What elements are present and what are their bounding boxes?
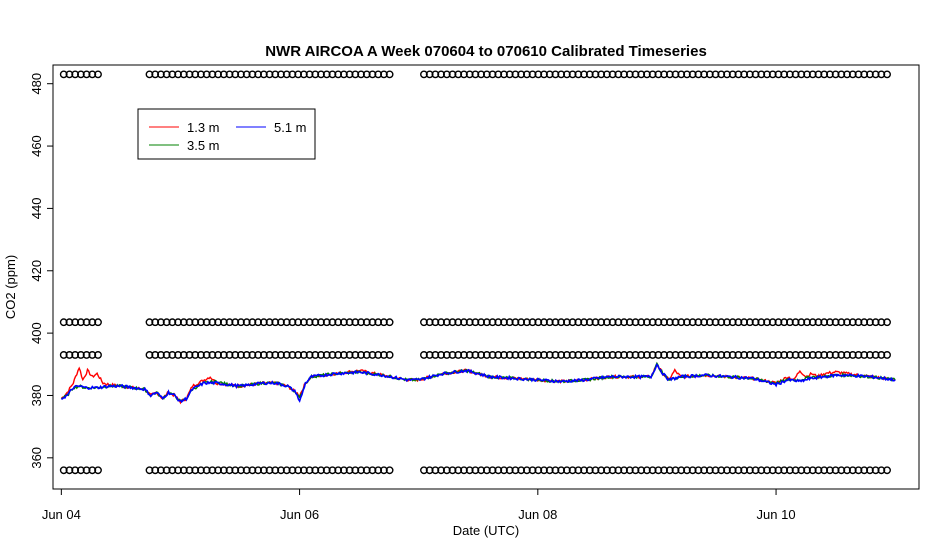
x-tick-label: Jun 08: [518, 507, 557, 522]
x-tick-label: Jun 06: [280, 507, 319, 522]
y-tick-label: 400: [29, 322, 44, 344]
reference-marker: [385, 351, 394, 359]
y-tick-label: 380: [29, 385, 44, 407]
legend-label-1-3m: 1.3 m: [187, 120, 220, 135]
reference-marker: [883, 351, 891, 359]
x-axis-label: Date (UTC): [453, 523, 519, 538]
reference-marker: [883, 466, 891, 475]
series-lines: [60, 361, 896, 405]
y-tick-label: 360: [29, 447, 44, 469]
reference-marker: [883, 318, 891, 327]
y-tick-label: 420: [29, 260, 44, 282]
x-axis: Jun 04 Jun 06 Jun 08 Jun 10: [42, 489, 796, 522]
legend-label-3-5m: 3.5 m: [187, 138, 220, 153]
y-tick-label: 480: [29, 73, 44, 95]
y-tick-label: 460: [29, 135, 44, 157]
reference-marker: [94, 466, 102, 475]
plot-frame: [52, 64, 920, 490]
reference-marker: [385, 466, 394, 475]
y-axis-label: CO2 (ppm): [3, 255, 18, 319]
legend-box: [137, 108, 316, 160]
y-axis: 360 380 400 420 440 460 480: [29, 73, 53, 469]
reference-marker: [385, 70, 394, 79]
series-line-5-1-m: [61, 362, 896, 404]
reference-marker: [94, 318, 102, 327]
y-tick-label: 440: [29, 198, 44, 220]
reference-marker: [385, 318, 394, 327]
x-tick-label: Jun 04: [42, 507, 81, 522]
reference-marker: [94, 351, 102, 359]
reference-marker: [94, 70, 102, 79]
reference-marker: [883, 70, 891, 79]
legend-label-5-1m: 5.1 m: [274, 120, 307, 135]
legend: 1.3 m 3.5 m 5.1 m: [137, 108, 316, 160]
reference-markers: [59, 70, 891, 475]
x-tick-label: Jun 10: [757, 507, 796, 522]
chart-title: NWR AIRCOA A Week 070604 to 070610 Calib…: [265, 43, 707, 60]
